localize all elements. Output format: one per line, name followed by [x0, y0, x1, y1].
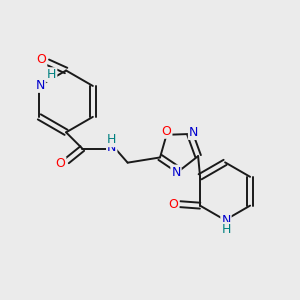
Text: H: H — [221, 223, 231, 236]
Text: O: O — [36, 53, 46, 66]
Text: H: H — [47, 68, 56, 81]
Text: O: O — [162, 125, 172, 138]
Text: H: H — [107, 133, 116, 146]
Text: N: N — [107, 141, 116, 154]
Text: N: N — [171, 166, 181, 178]
Text: O: O — [56, 157, 65, 170]
Text: N: N — [221, 214, 231, 227]
Text: O: O — [169, 198, 178, 211]
Text: N: N — [35, 79, 45, 92]
Text: N: N — [189, 126, 198, 139]
